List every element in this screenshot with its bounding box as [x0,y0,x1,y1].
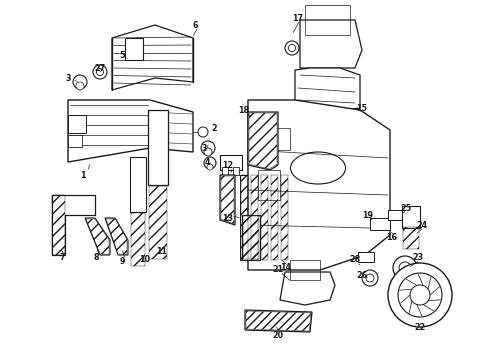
Text: 9: 9 [119,257,125,266]
Text: 5: 5 [119,50,125,59]
Polygon shape [105,218,128,255]
Polygon shape [300,20,362,68]
Text: 19: 19 [363,211,373,220]
Circle shape [410,285,430,305]
Bar [130,157,146,212]
Polygon shape [220,175,235,225]
Text: 13: 13 [222,213,234,222]
Bar [240,175,248,260]
Text: 17: 17 [293,14,303,23]
Circle shape [76,82,84,90]
Polygon shape [242,215,260,260]
Text: 10: 10 [140,256,150,265]
Text: 3: 3 [201,144,207,153]
Polygon shape [295,68,360,112]
Polygon shape [280,272,335,305]
Bar [250,175,258,260]
Polygon shape [112,25,193,90]
Text: 26: 26 [356,270,368,279]
Polygon shape [388,210,405,220]
Bar [148,110,168,185]
Text: 18: 18 [239,105,249,114]
Text: 28: 28 [349,256,361,265]
Text: 27: 27 [95,63,105,72]
Polygon shape [245,310,312,332]
Circle shape [285,41,299,55]
Bar [258,170,280,200]
Polygon shape [68,100,193,162]
Text: 22: 22 [415,324,426,333]
Polygon shape [370,218,390,230]
Bar [252,128,290,150]
Circle shape [93,65,107,79]
Bar [222,167,228,175]
Bar [305,5,350,35]
Bar [68,115,86,133]
Text: 2: 2 [211,123,217,132]
Circle shape [399,262,411,274]
Circle shape [362,270,378,286]
Text: 25: 25 [400,203,412,212]
Text: 23: 23 [413,253,423,262]
Text: 14: 14 [280,264,292,273]
Polygon shape [85,218,110,255]
Circle shape [198,127,208,137]
Text: 7: 7 [59,253,65,262]
Text: 12: 12 [222,161,234,170]
Text: 16: 16 [387,234,397,243]
Text: 4: 4 [204,158,210,166]
Circle shape [73,75,87,89]
Bar [270,175,278,260]
Circle shape [289,45,295,51]
Bar [220,155,242,170]
Circle shape [393,256,417,280]
Circle shape [366,274,374,282]
Text: 11: 11 [156,248,168,256]
Text: 8: 8 [93,253,99,262]
Bar [68,135,82,147]
Bar [260,175,268,260]
Circle shape [204,148,212,156]
Text: 3: 3 [65,73,71,82]
Bar [125,38,143,60]
Bar [280,175,288,260]
Text: 20: 20 [272,330,284,339]
Circle shape [97,68,103,76]
Polygon shape [52,195,95,255]
Polygon shape [248,112,278,170]
Bar [290,260,320,280]
Text: 15: 15 [357,104,368,112]
Text: 1: 1 [80,171,86,180]
Bar [358,252,374,262]
Circle shape [388,263,452,327]
Polygon shape [248,100,390,270]
Bar [233,167,239,175]
Text: 24: 24 [416,220,428,230]
Text: 21: 21 [272,266,284,275]
Circle shape [207,164,213,170]
Circle shape [201,141,215,155]
Circle shape [398,273,442,317]
Text: 6: 6 [192,21,198,30]
Circle shape [204,157,216,169]
Bar [402,206,420,228]
